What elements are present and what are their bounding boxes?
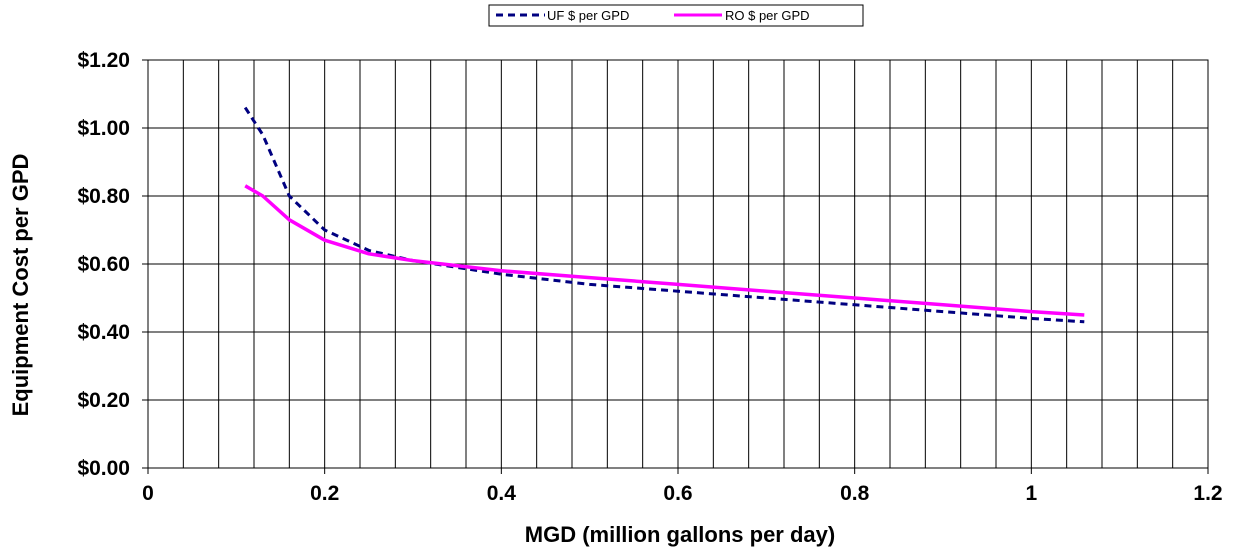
series-layer <box>243 106 1085 324</box>
x-axis-title: MGD (million gallons per day) <box>525 522 835 547</box>
y-tick-label: $0.40 <box>77 321 130 344</box>
x-tick-label: 1 <box>1025 482 1037 505</box>
x-tick-label: 1.2 <box>1193 482 1222 505</box>
y-tick-label: $1.20 <box>77 49 130 72</box>
x-axis-ticks: 0 0.2 0.4 0.6 0.8 1 1.2 <box>142 468 1223 505</box>
y-tick-label: $1.00 <box>77 117 130 140</box>
y-tick-label: $0.00 <box>77 457 130 480</box>
x-tick-label: 0.8 <box>840 482 870 505</box>
grid-lines <box>148 60 1208 468</box>
x-tick-label: 0.6 <box>663 482 692 505</box>
legend: UF $ per GPD RO $ per GPD <box>488 4 864 27</box>
y-axis-title: Equipment Cost per GPD <box>8 154 33 417</box>
y-tick-label: $0.80 <box>77 185 130 208</box>
legend-label-uf: UF $ per GPD <box>547 8 629 23</box>
series-line-uf <box>243 106 1085 324</box>
x-tick-label: 0 <box>142 482 154 505</box>
legend-label-ro: RO $ per GPD <box>725 8 810 23</box>
y-tick-label: $0.20 <box>77 389 130 412</box>
series-line-ro <box>244 184 1085 317</box>
x-tick-label: 0.2 <box>310 482 339 505</box>
y-tick-label: $0.60 <box>77 253 130 276</box>
x-tick-label: 0.4 <box>487 482 517 505</box>
y-axis-ticks: $0.00 $0.20 $0.40 $0.60 $0.80 $1.00 $1.20 <box>77 49 148 480</box>
